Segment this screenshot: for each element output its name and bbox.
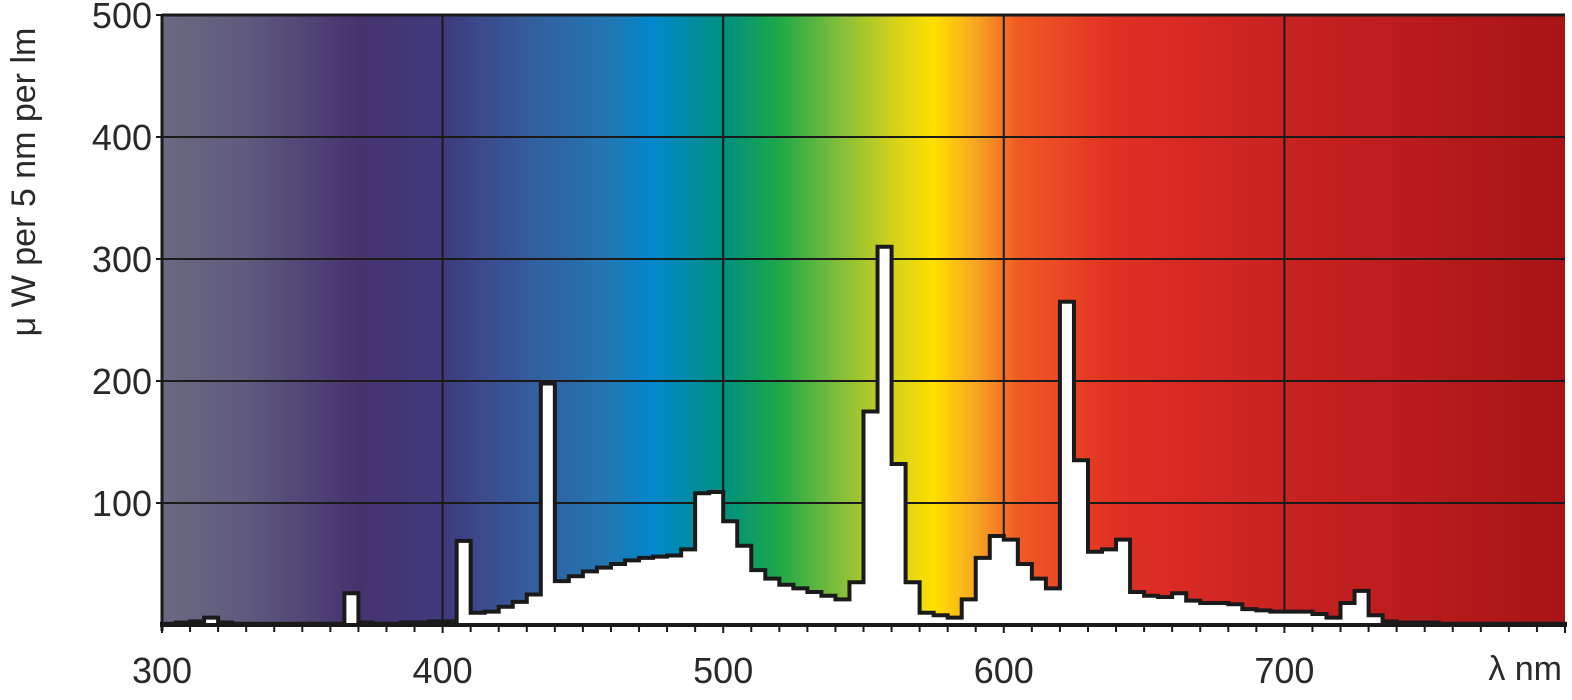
x-tick-label: 300 [132, 650, 192, 691]
y-tick-label: 300 [92, 239, 152, 280]
x-tick-label: 400 [413, 650, 473, 691]
spectral-power-area [160, 244, 1567, 627]
y-tick-label: 500 [92, 0, 152, 36]
x-tick-label: 700 [1254, 650, 1314, 691]
y-axis-title: μ W per 5 nm per lm [5, 28, 43, 337]
grid [162, 15, 1565, 625]
axis-labels: 300 400 500 600 700 100 200 300 400 500 [92, 0, 1315, 691]
y-tick-label: 100 [92, 483, 152, 524]
y-tick-label: 400 [92, 117, 152, 158]
x-tick-label: 500 [693, 650, 753, 691]
x-axis-title: λ nm [1488, 650, 1562, 688]
y-tick-label: 200 [92, 361, 152, 402]
x-tick-label: 600 [974, 650, 1034, 691]
axis-ticks [156, 14, 1566, 633]
